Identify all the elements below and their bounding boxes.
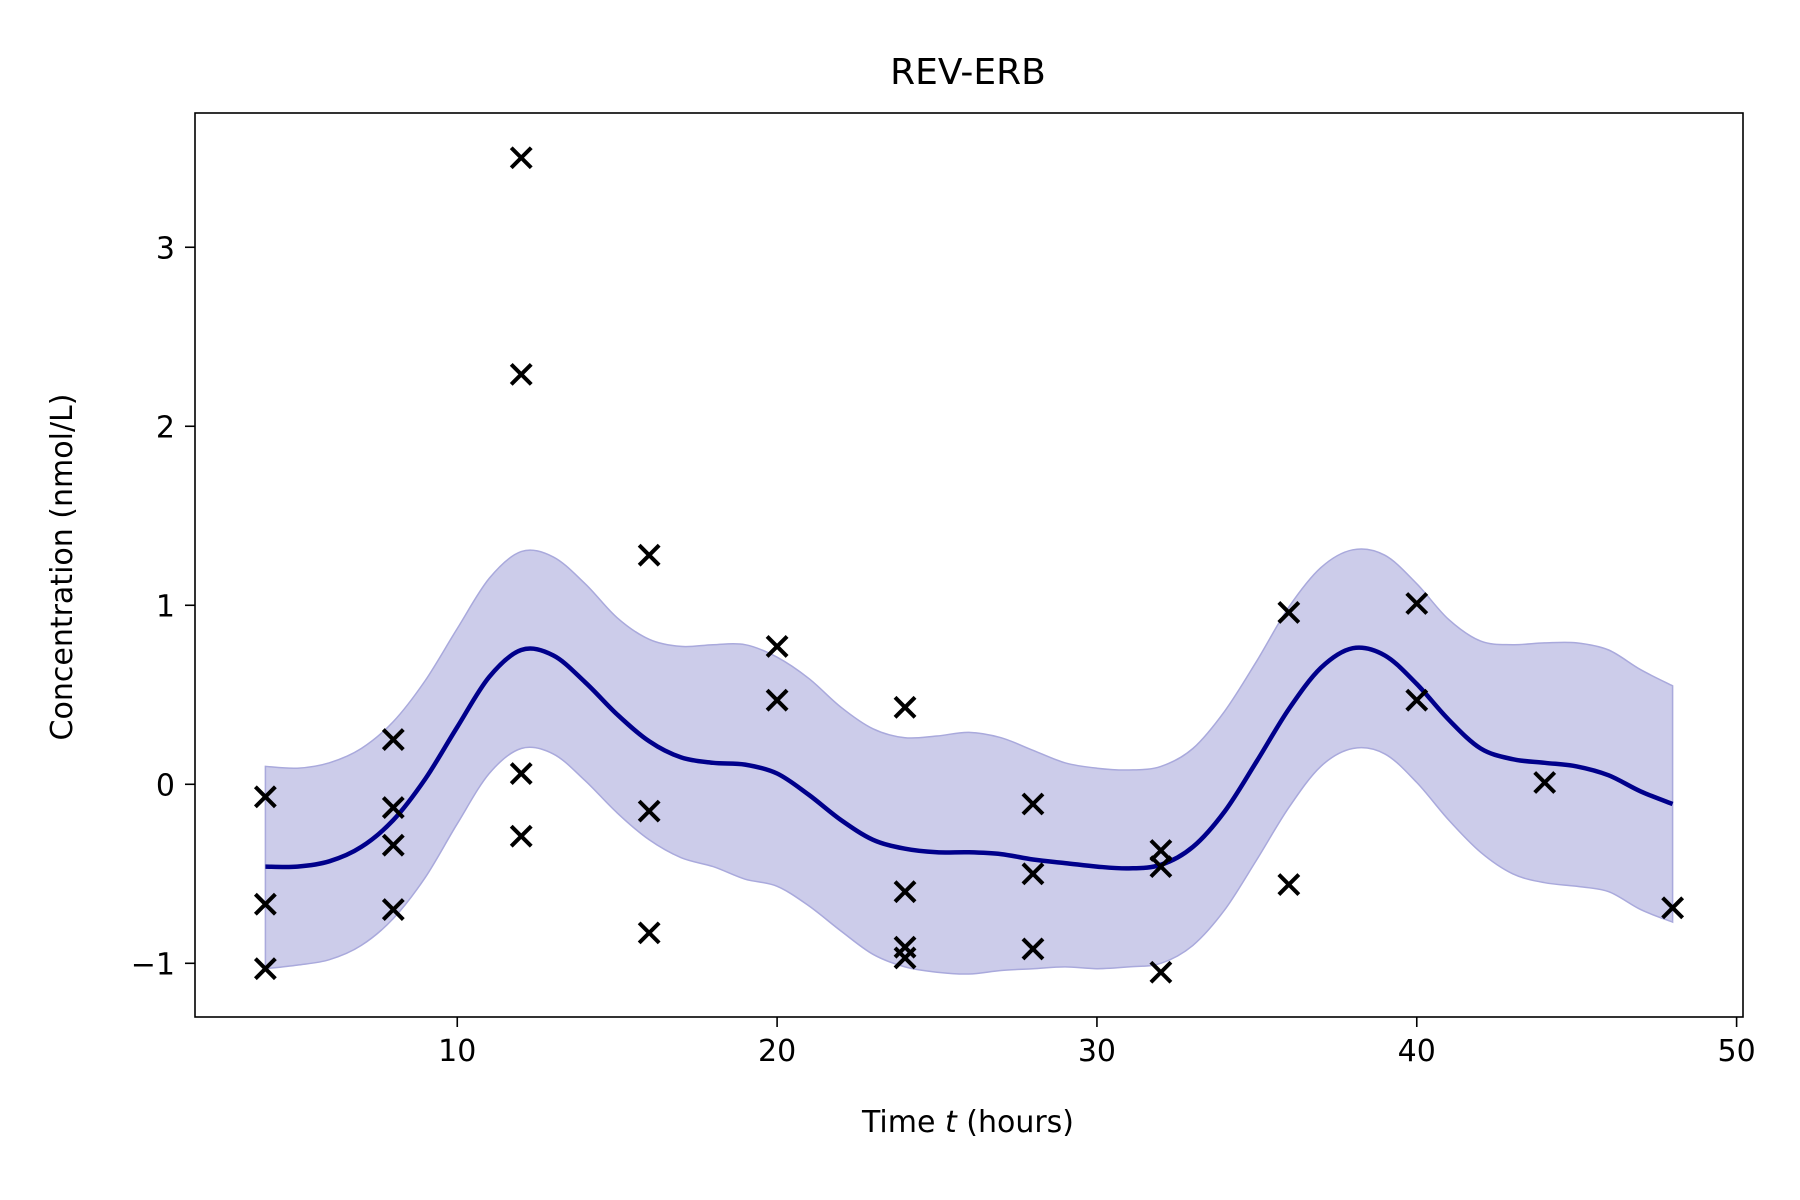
x-tick-label: 20 [758, 1034, 796, 1069]
data-point [1149, 855, 1173, 879]
scatter-points [253, 146, 1685, 984]
x-tick-label: 40 [1398, 1034, 1436, 1069]
data-point [637, 921, 661, 945]
y-axis-label: Concentration (nmol/L) [45, 394, 80, 741]
x-axis-label: Time t (hours) [861, 1105, 1074, 1140]
y-tick-label: 1 [156, 589, 175, 624]
axes-frame [194, 112, 1744, 1018]
data-point [765, 635, 789, 658]
y-tick-label: 0 [156, 768, 175, 803]
confidence-band [264, 548, 1674, 975]
data-point [893, 880, 917, 904]
y-axis-ticks: −1 0 1 2 3 [131, 231, 195, 982]
data-point [1277, 601, 1301, 624]
data-point [1021, 862, 1045, 886]
data-point [381, 833, 405, 857]
y-tick-label: −1 [131, 947, 175, 982]
data-point [1021, 792, 1045, 816]
mean-line [265, 645, 1674, 871]
x-tick-label: 30 [1078, 1034, 1116, 1069]
data-point [509, 762, 533, 785]
data-point [637, 799, 661, 823]
data-point [381, 728, 405, 751]
data-point [509, 146, 533, 170]
data-point [637, 543, 661, 567]
y-tick-label: 2 [156, 410, 175, 445]
data-point [253, 785, 277, 809]
data-point [253, 957, 277, 981]
data-point [893, 695, 917, 719]
plot-area [253, 146, 1685, 984]
data-point [1405, 592, 1429, 615]
data-point [1149, 960, 1173, 984]
x-tick-label: 50 [1718, 1034, 1756, 1069]
y-tick-label: 3 [156, 231, 175, 266]
data-point [381, 796, 405, 819]
data-point [1277, 873, 1301, 896]
data-point [1021, 937, 1045, 961]
data-point [765, 688, 789, 712]
x-axis-ticks: 10 20 30 40 50 [438, 1017, 1756, 1069]
x-tick-label: 10 [438, 1034, 476, 1069]
data-point [509, 362, 533, 386]
data-point [509, 824, 533, 848]
data-point [1661, 896, 1685, 920]
data-point [1533, 771, 1557, 794]
data-point [381, 898, 405, 922]
data-point [1405, 688, 1429, 712]
data-point [893, 946, 917, 970]
chart-title: REV-ERB [890, 52, 1046, 93]
data-point [253, 892, 277, 916]
